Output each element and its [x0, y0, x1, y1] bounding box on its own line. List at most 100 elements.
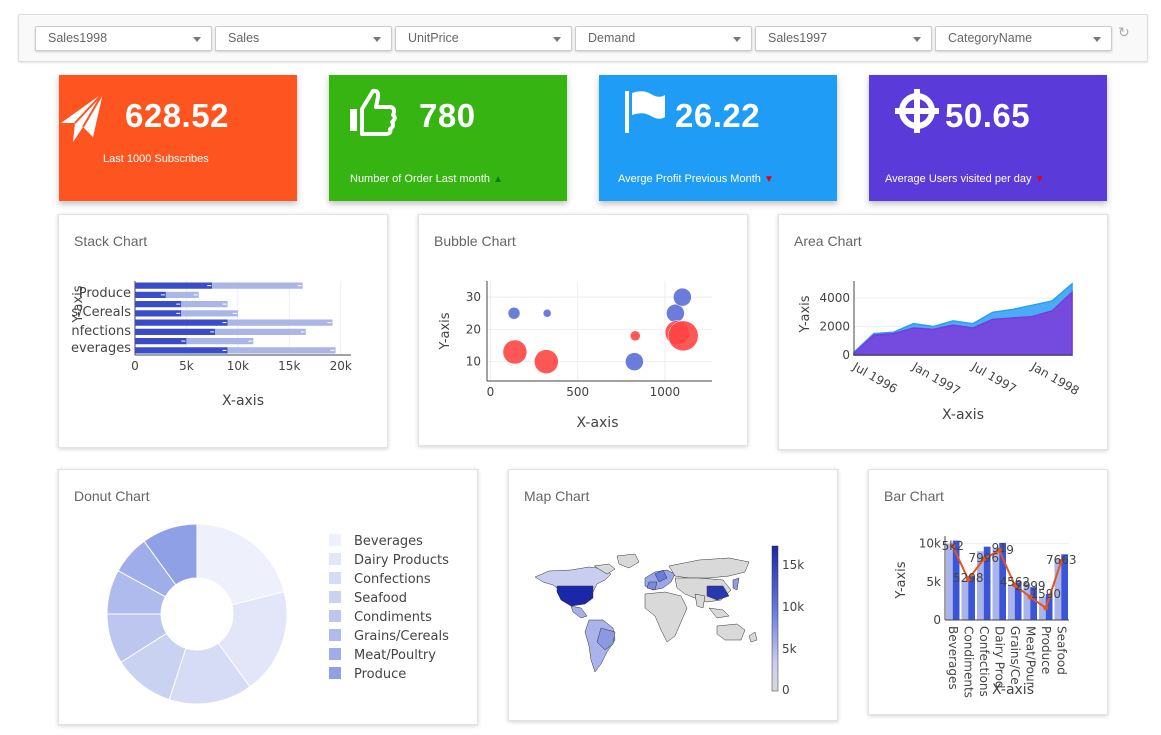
- bar: [968, 575, 975, 620]
- chevron-down-icon: [193, 37, 201, 42]
- stack-chart-title: Stack Chart: [74, 233, 148, 249]
- stack-bar-segment: [135, 310, 182, 317]
- data-label: 5298: [953, 571, 984, 585]
- y-tick-label: 30: [466, 290, 481, 304]
- stack-bar-segment: [186, 338, 254, 345]
- legend-swatch: [329, 572, 341, 584]
- y-axis-title: Y-axis: [798, 295, 813, 333]
- stack-chart-panel: Stack Chart 0 5k 10k 15k 20k everages nfection…: [58, 214, 388, 448]
- trend-line-point: [1012, 582, 1018, 588]
- donut-chart-panel: Donut Chart Beverages Dairy Products Confe…: [58, 469, 478, 725]
- filter-dropdown-2-value: Sales: [228, 31, 260, 45]
- bar-chart-panel: Bar Chart 10k 5k 0 5k2 5298 7996 91 4562 2999 159…: [868, 469, 1108, 715]
- kpi-label: Number of Order Last month ▲: [350, 173, 503, 185]
- filter-dropdown-5[interactable]: Sales1997: [755, 26, 932, 51]
- kpi-value: 780: [419, 97, 476, 134]
- y-tick-label: Produce: [79, 286, 131, 301]
- bubble-point: [507, 307, 521, 320]
- bubble-point: [625, 352, 644, 371]
- bar: [1054, 558, 1062, 620]
- map-chart-title: Map Chart: [524, 488, 590, 504]
- trend-line-point: [965, 577, 971, 583]
- legend-swatch: [329, 629, 341, 641]
- y-tick-label: nfections: [71, 324, 131, 339]
- bubble-point: [502, 339, 528, 365]
- trend-down-icon: ▼: [763, 174, 774, 185]
- crosshair-icon: [895, 89, 939, 133]
- kpi-label: Averge Profit Previous Month ▼: [618, 173, 774, 185]
- x-tick-label: Produce: [1039, 626, 1053, 674]
- bar: [952, 540, 960, 620]
- filter-dropdown-4-value: Demand: [588, 31, 636, 45]
- x-tick-label: Grains/Ce: [1008, 626, 1022, 685]
- y-axis-title: Y-axis: [438, 312, 453, 350]
- filter-dropdown-2[interactable]: Sales: [215, 26, 392, 51]
- x-tick-label: Jan 1998: [1028, 359, 1082, 398]
- colorbar-tick: 5k: [782, 642, 797, 656]
- x-tick-label: Condiments: [961, 626, 975, 698]
- stack-bar-segment: [181, 301, 228, 308]
- x-axis-title: X-axis: [992, 682, 1034, 698]
- thumbs-up-icon: [350, 88, 397, 136]
- chevron-down-icon: [1093, 37, 1101, 42]
- legend-swatch: [329, 591, 341, 603]
- area-chart: 0 2000 4000 Jul 1996 Jan 1997 Jul 1997 Jan 199…: [798, 281, 1082, 423]
- y-tick-label: 5k: [926, 575, 941, 589]
- data-label: 1590: [1030, 587, 1061, 601]
- bar: [1023, 583, 1031, 620]
- y-tick-label: everages: [71, 341, 131, 356]
- x-axis-title: X-axis: [577, 415, 619, 431]
- filter-dropdown-6[interactable]: CategoryName: [935, 26, 1112, 51]
- bubble-point: [630, 330, 641, 342]
- filter-dropdown-1[interactable]: Sales1998: [35, 26, 212, 51]
- y-tick-label: 10: [466, 355, 481, 369]
- stack-bar-segment: [212, 282, 303, 289]
- bubble-point: [673, 287, 692, 307]
- refresh-icon[interactable]: ↻: [1118, 24, 1130, 40]
- bar: [977, 551, 984, 620]
- y-tick-label: s/Cereals: [71, 305, 131, 320]
- bar: [1030, 587, 1037, 620]
- y-tick-label: 0: [933, 613, 941, 627]
- map-chart-panel: Map Chart: [508, 469, 838, 721]
- x-tick-label: 20k: [330, 359, 352, 373]
- legend-label: Confections: [354, 572, 431, 587]
- world-map: [534, 553, 758, 673]
- bar: [946, 543, 953, 620]
- donut-chart: Beverages Dairy Products Confections Seafoo…: [106, 523, 449, 705]
- data-label: 5k2: [942, 539, 964, 553]
- filter-dropdown-6-value: CategoryName: [948, 31, 1033, 45]
- x-axis-title: X-axis: [222, 393, 264, 409]
- colorbar-tick: 10k: [782, 600, 804, 614]
- filter-dropdown-5-value: Sales1997: [768, 31, 828, 45]
- filter-dropdown-4[interactable]: Demand: [575, 26, 752, 51]
- bubble-point: [542, 309, 552, 318]
- stack-chart: 0 5k 10k 15k 20k everages nfections s/Cereals Pr…: [71, 281, 352, 409]
- y-tick-label: 20: [466, 322, 481, 336]
- filter-dropdown-3[interactable]: UnitPrice: [395, 26, 572, 51]
- donut-slice: [217, 591, 288, 688]
- y-tick-label: 4000: [819, 291, 850, 305]
- bubble-point: [667, 320, 699, 352]
- bar: [1039, 597, 1046, 620]
- colorbar-tick: 0: [782, 683, 790, 697]
- area-chart-panel: Area Chart 0 2000 4000 Jul 1996 Jan 1997 Jul …: [778, 214, 1108, 450]
- kpi-card-users: 50.65 Average Users visited per day ▼: [869, 75, 1107, 201]
- x-tick-label: Dairy Prod: [992, 626, 1006, 688]
- bar: [1008, 584, 1015, 620]
- x-tick-label: Confections: [977, 626, 991, 697]
- y-tick-label: 0: [842, 348, 850, 362]
- data-label: 4562: [999, 575, 1030, 589]
- stack-bar-segment: [215, 328, 306, 335]
- legend-label: Dairy Products: [354, 553, 449, 568]
- donut-slice: [196, 523, 285, 606]
- bubble-chart-title: Bubble Chart: [434, 233, 516, 249]
- stack-bar-segment: [135, 338, 187, 345]
- legend-label: Condiments: [354, 610, 432, 625]
- donut-slice: [143, 523, 198, 586]
- trend-line: [951, 545, 1063, 610]
- bubble-point: [666, 304, 685, 323]
- x-tick-label: 5k: [179, 359, 194, 373]
- data-label: 7663: [1046, 553, 1077, 567]
- trend-line-point: [950, 543, 956, 549]
